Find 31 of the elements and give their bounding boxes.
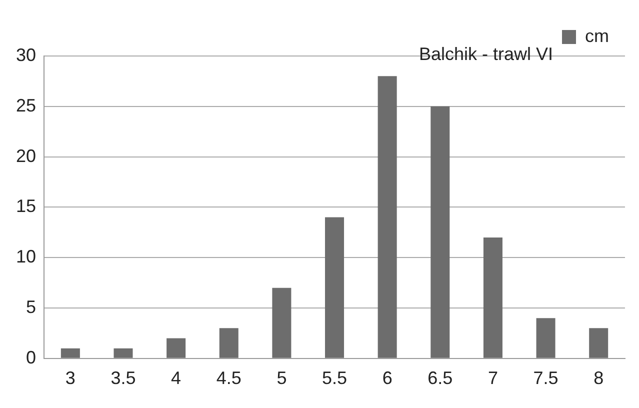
legend-label: cm [585, 26, 610, 46]
bar [219, 328, 238, 358]
bar [430, 106, 450, 358]
chart-title: Balchik - trawl VI [418, 44, 553, 65]
x-tick-label: 4 [171, 368, 182, 388]
y-tick-label: 20 [16, 146, 36, 166]
x-tick-label: 5.5 [322, 368, 348, 388]
y-tick-label: 0 [26, 347, 36, 368]
y-tick-label: 30 [16, 44, 36, 65]
bar [536, 318, 556, 358]
x-tick-label: 4.5 [216, 368, 242, 388]
x-tick-label: 6 [382, 368, 392, 388]
bar [589, 328, 608, 358]
y-tick-label: 15 [16, 196, 36, 216]
x-tick-label: 3.5 [110, 368, 136, 388]
bar [378, 76, 397, 358]
x-tick-label: 8 [594, 368, 604, 388]
bar [166, 338, 186, 358]
x-tick-label: 3 [65, 368, 76, 388]
x-tick-label: 7.5 [533, 368, 558, 388]
bar [272, 288, 292, 358]
y-tick-label: 25 [16, 95, 36, 116]
bar [114, 348, 133, 358]
bar [60, 348, 80, 358]
x-tick-label: 5 [276, 368, 287, 388]
bar [325, 217, 344, 358]
bar [483, 237, 502, 358]
y-tick-label: 10 [16, 246, 36, 267]
y-tick-label: 5 [26, 296, 36, 317]
x-tick-label: 7 [488, 368, 498, 388]
x-tick-label: 6.5 [428, 368, 453, 388]
